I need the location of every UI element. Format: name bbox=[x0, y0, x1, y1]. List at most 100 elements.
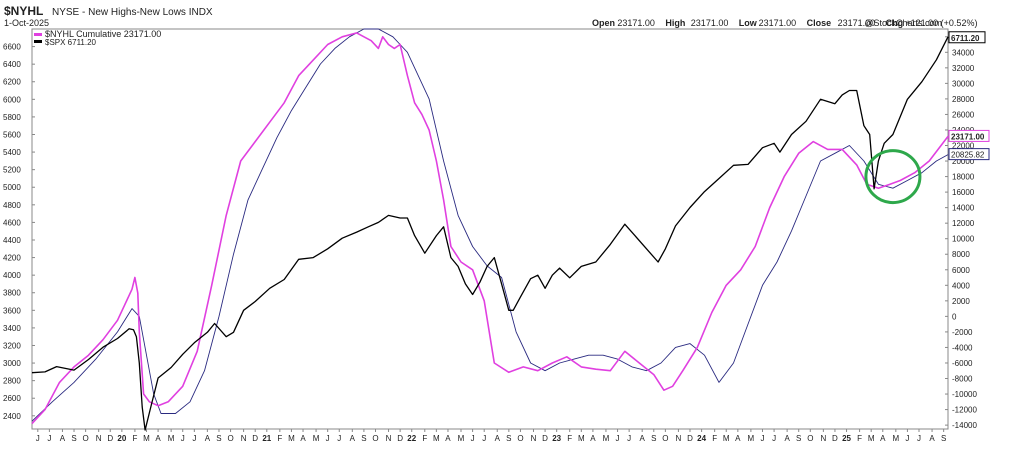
x-tick-label: N bbox=[531, 434, 537, 443]
x-tick-label: A bbox=[929, 434, 935, 443]
legend-swatch-nyhl bbox=[34, 33, 42, 36]
x-tick-label: A bbox=[880, 434, 886, 443]
right-tick-label: 8000 bbox=[952, 250, 970, 259]
x-tick-label: A bbox=[590, 434, 596, 443]
left-tick-label: 3000 bbox=[3, 359, 21, 368]
left-tick-label: 6400 bbox=[3, 60, 21, 69]
symbol-label: $NYHL bbox=[4, 4, 43, 18]
ohlc-value: 23171.00 bbox=[759, 18, 797, 28]
x-tick-label: M bbox=[313, 434, 320, 443]
right-tick-label: 20000 bbox=[952, 157, 975, 166]
x-tick-label: F bbox=[712, 434, 717, 443]
x-tick-label: F bbox=[567, 434, 572, 443]
left-tick-label: 5800 bbox=[3, 113, 21, 122]
x-tick-label: A bbox=[640, 434, 646, 443]
left-tick-label: 2800 bbox=[3, 377, 21, 386]
right-tick-label: -4000 bbox=[952, 343, 973, 352]
x-tick-label: J bbox=[181, 434, 185, 443]
x-tick-label: N bbox=[241, 434, 247, 443]
axis-markers: 23171.00 20825.82 6711.20 bbox=[948, 31, 990, 161]
x-tick-label: O bbox=[517, 434, 523, 443]
right-tick-label: -10000 bbox=[952, 390, 977, 399]
series-line bbox=[31, 36, 949, 431]
right-tick-label: 2000 bbox=[952, 297, 970, 306]
x-tick-label: M bbox=[578, 434, 585, 443]
ohlc-value: 23171.00 bbox=[691, 18, 729, 28]
x-tick-label: F bbox=[277, 434, 282, 443]
right-tick-label: 12000 bbox=[952, 219, 975, 228]
x-tick-label: 23 bbox=[552, 434, 561, 443]
series-layer bbox=[31, 28, 949, 431]
ohlc-value: +121.00 (+0.52%) bbox=[905, 18, 977, 28]
x-tick-label: N bbox=[676, 434, 682, 443]
left-tick-label: 5600 bbox=[3, 130, 21, 139]
x-tick-label: M bbox=[458, 434, 465, 443]
x-tick-label: M bbox=[168, 434, 175, 443]
x-tick-label: M bbox=[723, 434, 730, 443]
x-tick-label: J bbox=[482, 434, 486, 443]
right-tick-label: 10000 bbox=[952, 235, 975, 244]
left-tick-label: 3800 bbox=[3, 289, 21, 298]
x-tick-label: S bbox=[796, 434, 801, 443]
ohlc-label: Low bbox=[739, 18, 758, 28]
x-tick-label: D bbox=[687, 434, 693, 443]
x-tick-label: J bbox=[192, 434, 196, 443]
right-value-marker: 20825.82 bbox=[948, 148, 990, 161]
x-tick-label: S bbox=[651, 434, 656, 443]
right-tick-label: 30000 bbox=[952, 79, 975, 88]
ohlc-value: 23171.00 bbox=[838, 18, 876, 28]
x-tick-label: A bbox=[155, 434, 161, 443]
annotation-layer bbox=[864, 149, 922, 205]
x-tick-label: S bbox=[506, 434, 511, 443]
right-tick-label: -14000 bbox=[952, 421, 977, 430]
legend-swatch-spx bbox=[34, 40, 42, 43]
x-tick-label: N bbox=[820, 434, 826, 443]
x-tick-label: N bbox=[386, 434, 392, 443]
x-tick-label: 21 bbox=[262, 434, 271, 443]
left-tick-label: 3600 bbox=[3, 306, 21, 315]
x-tick-label: M bbox=[143, 434, 150, 443]
x-tick-label: J bbox=[337, 434, 341, 443]
left-tick-label: 3200 bbox=[3, 341, 21, 350]
left-tick-label: 6200 bbox=[3, 78, 21, 87]
right-tick-label: -8000 bbox=[952, 375, 973, 384]
annotation-circle bbox=[864, 149, 922, 205]
x-tick-label: J bbox=[471, 434, 475, 443]
index-name: NYSE - New Highs-New Lows INDX bbox=[52, 7, 213, 18]
left-tick-label: 3400 bbox=[3, 324, 21, 333]
right-tick-label: 28000 bbox=[952, 95, 975, 104]
x-tick-label: A bbox=[60, 434, 66, 443]
x-tick-label: F bbox=[422, 434, 427, 443]
x-tick-label: M bbox=[892, 434, 899, 443]
svg-text:6711.20: 6711.20 bbox=[951, 34, 980, 43]
right-tick-label: 18000 bbox=[952, 173, 975, 182]
left-tick-label: 4600 bbox=[3, 218, 21, 227]
x-tick-label: A bbox=[300, 434, 306, 443]
x-tick-label: J bbox=[36, 434, 40, 443]
x-tick-label: O bbox=[83, 434, 89, 443]
series-line bbox=[31, 28, 949, 422]
x-tick-label: S bbox=[941, 434, 946, 443]
ohlc-label: Chg bbox=[886, 18, 904, 28]
x-tick-label: J bbox=[905, 434, 909, 443]
series-line bbox=[31, 32, 949, 425]
left-tick-label: 6600 bbox=[3, 43, 21, 52]
x-tick-label: S bbox=[361, 434, 366, 443]
right-tick-label: 0 bbox=[952, 312, 957, 321]
right-tick-label: -12000 bbox=[952, 406, 977, 415]
x-tick-label: M bbox=[868, 434, 875, 443]
x-axis: J J A S O N D 20 F M A M J J A S O N D 21 F M A M J J A S O N D 22 F M A M J… bbox=[36, 429, 946, 443]
x-tick-label: J bbox=[760, 434, 764, 443]
right-tick-label: -6000 bbox=[952, 359, 973, 368]
x-tick-label: D bbox=[107, 434, 113, 443]
x-tick-label: F bbox=[857, 434, 862, 443]
right-tick-label: 22000 bbox=[952, 142, 975, 151]
x-tick-label: S bbox=[216, 434, 221, 443]
left-tick-label: 5000 bbox=[3, 183, 21, 192]
x-tick-label: J bbox=[627, 434, 631, 443]
x-tick-label: D bbox=[397, 434, 403, 443]
x-tick-label: D bbox=[542, 434, 548, 443]
left-tick-label: 4000 bbox=[3, 271, 21, 280]
ohlc-label: High bbox=[665, 18, 685, 28]
